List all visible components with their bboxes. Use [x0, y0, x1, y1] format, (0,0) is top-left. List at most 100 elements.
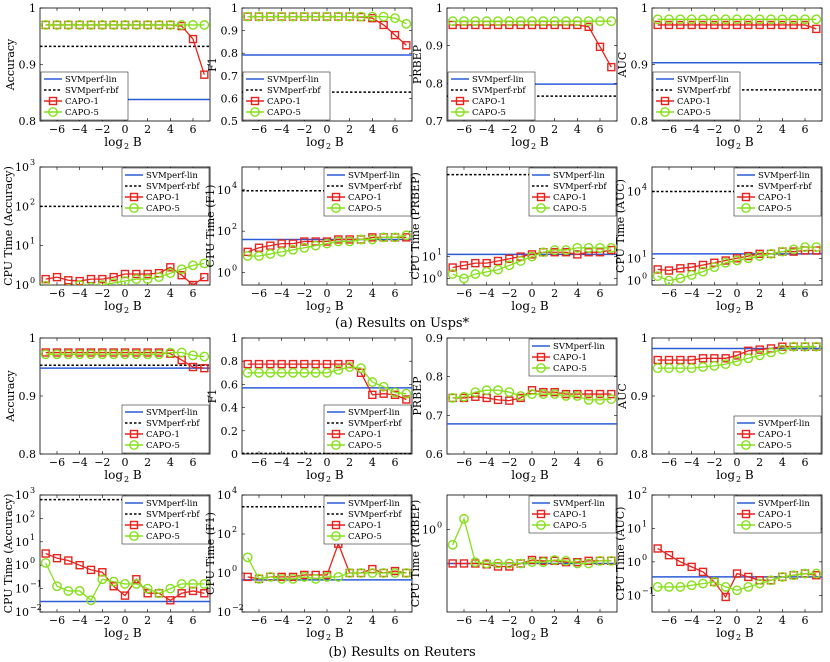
data-point-capo-5: [606, 555, 617, 566]
data-point-capo-5: [367, 11, 378, 22]
y-tick-exponent: 1: [642, 519, 647, 528]
data-point-capo-5: [86, 595, 96, 606]
data-point-capo-1: [143, 269, 152, 279]
data-point-capo-5: [527, 16, 537, 27]
series-group: [652, 14, 822, 91]
data-point-capo-1: [800, 20, 810, 30]
x-tick-label: 6: [190, 287, 197, 300]
data-point-capo-5: [288, 244, 298, 255]
legend-label: SVMperf-lin: [553, 342, 605, 352]
caption-usps: (a) Results on Usps*: [335, 316, 470, 331]
data-point-capo-1: [459, 559, 469, 568]
legend-marker: [331, 520, 341, 530]
legend-label: CAPO-5: [553, 204, 587, 214]
y-tick-label: 10: [422, 251, 436, 264]
data-point-capo-5: [65, 284, 72, 285]
data-point-capo-5: [595, 16, 605, 27]
data-point-capo-5: [63, 349, 74, 360]
data-point-capo-1: [98, 274, 107, 284]
data-point-capo-5: [595, 394, 605, 405]
data-point-capo-5: [165, 583, 176, 594]
data-point-capo-5: [811, 568, 822, 579]
legend-marker: [455, 107, 465, 117]
data-point-capo-1: [778, 20, 787, 30]
data-point-capo-1: [698, 354, 708, 363]
x-tick-label: −6: [661, 287, 677, 300]
legend-label: SVMperf-rbf: [348, 419, 402, 429]
data-point-capo-1: [109, 582, 118, 591]
data-point-capo-5: [74, 349, 85, 360]
data-point-capo-5: [549, 389, 560, 399]
data-point-capo-5: [401, 230, 412, 241]
data-point-capo-1: [52, 553, 62, 563]
data-point-capo-5: [732, 255, 742, 266]
y-tick-label: 10: [15, 240, 29, 253]
data-point-capo-1: [710, 20, 719, 30]
data-point-capo-1: [288, 239, 298, 248]
y-tick-label: 0.9: [426, 40, 444, 53]
legend-label: SVMperf-lin: [267, 75, 319, 85]
x-tick-label: 2: [346, 614, 353, 627]
y-tick-exponent: 2: [232, 525, 237, 534]
data-point-capo-5: [709, 262, 720, 273]
series-group: [242, 190, 412, 261]
data-point-capo-5: [131, 274, 142, 284]
data-point-capo-5: [40, 20, 51, 30]
series-group: [242, 505, 412, 584]
data-point-capo-5: [470, 557, 481, 568]
y-tick-label: 0.9: [631, 59, 649, 72]
y-tick-exponent: −2: [30, 603, 42, 612]
y-tick-exponent: 4: [642, 182, 647, 191]
data-point-capo-5: [504, 16, 515, 27]
x-axis-label: log2 B: [511, 135, 549, 151]
y-tick-exponent: 1: [30, 237, 35, 246]
data-point-capo-5: [800, 341, 810, 352]
series-group: [40, 20, 210, 101]
x-axis-label: log2 B: [716, 135, 754, 151]
data-point-capo-5: [401, 18, 412, 29]
data-point-capo-5: [549, 245, 560, 255]
data-point-capo-1: [177, 270, 186, 280]
x-tick-label: 4: [167, 614, 174, 627]
data-point-capo-5: [572, 16, 583, 27]
data-point-capo-5: [288, 573, 298, 584]
data-point-capo-5: [743, 353, 754, 364]
data-point-capo-1: [493, 256, 503, 266]
x-tick-label: −4: [684, 456, 700, 469]
y-axis-label: F1: [206, 57, 219, 72]
data-point-capo-5: [401, 568, 412, 578]
data-point-capo-5: [344, 362, 355, 372]
data-point-capo-5: [720, 257, 731, 268]
data-point-capo-1: [266, 359, 275, 369]
legend-label: CAPO-1: [553, 510, 587, 520]
data-point-capo-5: [504, 387, 515, 398]
data-point-capo-5: [664, 363, 674, 374]
data-point-capo-1: [493, 395, 503, 405]
y-axis-label: CPU Time (AUC): [614, 507, 627, 601]
series-group: [447, 16, 617, 97]
data-point-capo-1: [300, 237, 309, 246]
y-tick-label: 10: [15, 606, 29, 619]
y-tick-exponent: 0: [30, 556, 35, 565]
y-tick-label: 0.6: [221, 378, 239, 391]
data-point-capo-5: [709, 14, 720, 25]
x-tick-label: 0: [324, 123, 331, 136]
legend-label: CAPO-1: [146, 521, 180, 531]
data-point-capo-1: [471, 392, 480, 401]
data-point-capo-5: [606, 242, 617, 253]
data-point-capo-1: [402, 395, 411, 404]
x-tick-label: −4: [684, 123, 700, 136]
y-tick-exponent: 0: [437, 521, 442, 530]
legend-box: [323, 404, 412, 454]
legend-label: CAPO-1: [758, 430, 792, 440]
y-axis-label: Accuracy: [4, 369, 17, 422]
data-point-capo-5: [74, 586, 85, 596]
x-tick-label: 0: [122, 123, 129, 136]
data-point-capo-1: [288, 359, 298, 369]
legend-label: SVMperf-lin: [758, 499, 810, 509]
y-tick-label: 0.8: [221, 47, 239, 60]
x-tick-label: −4: [72, 614, 88, 627]
